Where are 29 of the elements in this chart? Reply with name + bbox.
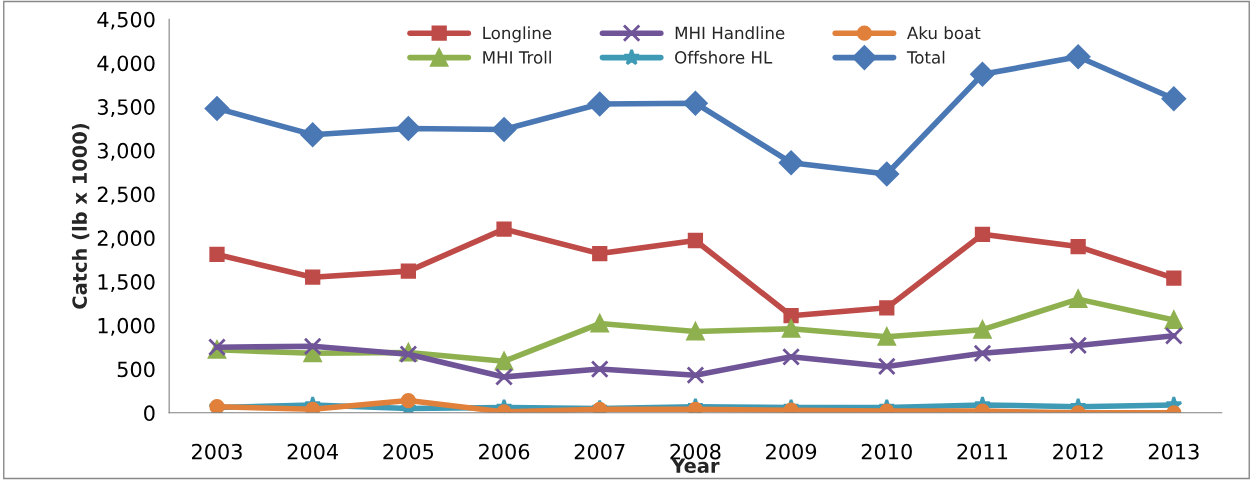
x-tick-label: 2006: [479, 443, 530, 460]
legend-label: Offshore HL: [675, 50, 773, 64]
x-tick-label: 2013: [1148, 443, 1199, 460]
y-axis-title: Catch (lb x 1000): [71, 123, 90, 309]
x-tick-label: 2004: [287, 443, 339, 460]
x-tick-label: 2010: [861, 443, 912, 460]
legend-label: Longline: [483, 26, 552, 43]
y-tick-label: 0: [144, 405, 155, 422]
legend-label: Total: [906, 50, 945, 64]
legend-label: MHI Troll: [483, 50, 551, 64]
x-axis-title: Year: [671, 458, 720, 474]
y-tick-label: 4,000: [97, 55, 155, 74]
x-tick-label: 2008: [670, 443, 721, 460]
y-tick-label: 3,500: [97, 99, 155, 117]
x-tick-label: 2012: [1053, 443, 1103, 460]
y-tick-label: 4,500: [97, 11, 155, 30]
y-tick-label: 1,500: [98, 274, 155, 292]
y-tick-label: 3,000: [97, 142, 155, 161]
x-tick-label: 2005: [383, 443, 434, 460]
legend-label: MHI Handline: [675, 26, 785, 40]
x-tick-label: 2009: [766, 443, 817, 460]
y-tick-label: 2,500: [97, 186, 155, 205]
x-tick-label: 2003: [192, 443, 242, 460]
legend-label: Aku boat: [907, 26, 981, 40]
y-tick-label: 1,000: [98, 317, 155, 336]
x-tick-label: 2011: [957, 443, 1008, 460]
y-tick-label: 2,000: [97, 230, 155, 249]
x-tick-label: 2007: [574, 443, 625, 460]
y-tick-label: 500: [117, 361, 155, 378]
